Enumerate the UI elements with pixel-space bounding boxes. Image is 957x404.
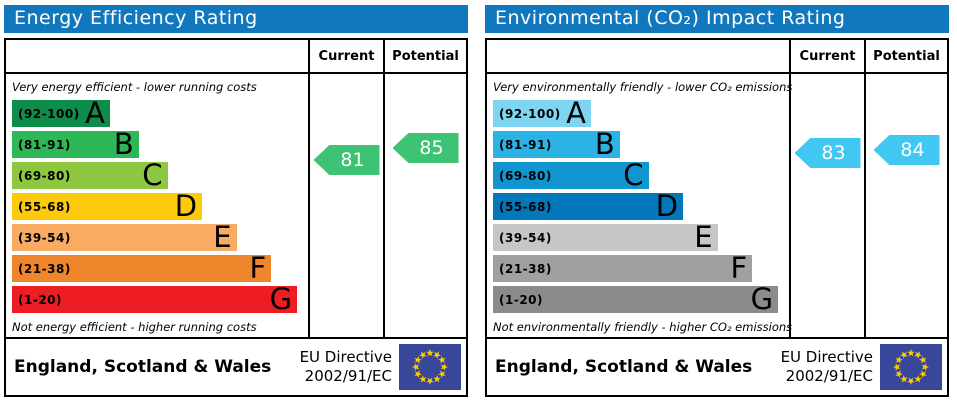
band-e: (39-54) E — [12, 220, 237, 254]
band-g-letter: G — [269, 282, 293, 316]
band-d: (55-68) D — [493, 189, 684, 223]
band-a-letter: A — [85, 96, 105, 130]
band-f-range: (21-38) — [499, 261, 552, 276]
band-f: (21-38) F — [493, 251, 753, 285]
band-d-letter: D — [174, 189, 198, 223]
band-c-range: (69-80) — [18, 168, 71, 183]
energy-efficiency-panel: Energy Efficiency Rating Current Potenti… — [4, 5, 468, 397]
band-f-letter: F — [730, 251, 748, 285]
band-b-range: (81-91) — [18, 137, 71, 152]
energy-chart-area: Very energy efficient - lower running co… — [6, 74, 466, 339]
eu-directive-line1: EU Directive — [780, 348, 873, 367]
eu-directive-line2: 2002/91/EC — [785, 367, 873, 385]
band-c-letter: C — [623, 158, 644, 192]
band-b: (81-91) B — [12, 127, 139, 161]
band-e: (39-54) E — [493, 220, 718, 254]
band-g-letter: G — [750, 282, 774, 316]
co2-table-header: Current Potential — [487, 40, 947, 74]
band-g: (1-20) G — [493, 282, 779, 316]
eu-directive-line2: 2002/91/EC — [304, 367, 392, 385]
band-d: (55-68) D — [12, 189, 203, 223]
potential-column-header: Potential — [864, 40, 947, 72]
potential-rating-arrow: 85 — [392, 133, 459, 163]
band-e-range: (39-54) — [499, 230, 552, 245]
band-g: (1-20) G — [12, 282, 298, 316]
band-b-letter: B — [594, 127, 615, 161]
potential-column-header: Potential — [383, 40, 466, 72]
band-d-range: (55-68) — [499, 199, 552, 214]
current-column-header: Current — [789, 40, 864, 72]
top-caption: Very energy efficient - lower running co… — [12, 80, 257, 94]
band-d-range: (55-68) — [18, 199, 71, 214]
band-b-letter: B — [113, 127, 134, 161]
band-f-range: (21-38) — [18, 261, 71, 276]
co2-bands-area: Very environmentally friendly - lower CO… — [487, 74, 793, 337]
region-label: England, Scotland & Wales — [14, 357, 272, 377]
potential-rating-cell: 85 — [383, 74, 466, 337]
band-f: (21-38) F — [12, 251, 272, 285]
band-a: (92-100) A — [493, 96, 591, 130]
co2-table-footer: England, Scotland & Wales EU Directive 2… — [487, 339, 947, 395]
co2-chart-area: Very environmentally friendly - lower CO… — [487, 74, 947, 339]
band-a-range: (92-100) — [499, 106, 561, 121]
energy-panel-title: Energy Efficiency Rating — [4, 5, 468, 33]
band-a-range: (92-100) — [18, 106, 80, 121]
spacer-cell — [6, 40, 308, 72]
current-rating-value: 83 — [821, 142, 846, 164]
energy-table-footer: England, Scotland & Wales EU Directive 2… — [6, 339, 466, 395]
co2-impact-panel: Environmental (CO₂) Impact Rating Curren… — [485, 5, 949, 397]
band-a-letter: A — [566, 96, 586, 130]
top-caption: Very environmentally friendly - lower CO… — [493, 80, 793, 94]
band-c: (69-80) C — [12, 158, 168, 192]
current-rating-cell: 81 — [308, 74, 383, 337]
band-f-letter: F — [249, 251, 267, 285]
energy-table-header: Current Potential — [6, 40, 466, 74]
band-g-range: (1-20) — [18, 292, 62, 307]
current-rating-cell: 83 — [789, 74, 864, 337]
band-e-letter: E — [213, 220, 232, 254]
band-a: (92-100) A — [12, 96, 110, 130]
band-d-letter: D — [655, 189, 679, 223]
potential-rating-arrow: 84 — [873, 135, 940, 165]
region-label: England, Scotland & Wales — [495, 357, 753, 377]
co2-panel-title: Environmental (CO₂) Impact Rating — [485, 5, 949, 33]
bottom-caption: Not energy efficient - higher running co… — [12, 320, 257, 334]
band-c-letter: C — [142, 158, 163, 192]
current-column-header: Current — [308, 40, 383, 72]
eu-directive-label: EU Directive 2002/91/EC — [781, 348, 873, 386]
band-b: (81-91) B — [493, 127, 620, 161]
energy-bands-area: Very energy efficient - lower running co… — [6, 74, 308, 337]
potential-rating-value: 85 — [419, 137, 444, 159]
co2-rating-table: Current Potential Very environmentally f… — [485, 38, 949, 397]
band-e-range: (39-54) — [18, 230, 71, 245]
eu-directive-label: EU Directive 2002/91/EC — [300, 348, 392, 386]
eu-flag-icon — [880, 344, 942, 390]
band-g-range: (1-20) — [499, 292, 543, 307]
eu-directive-line1: EU Directive — [299, 348, 392, 367]
bottom-caption: Not environmentally friendly - higher CO… — [493, 320, 793, 334]
eu-flag-icon — [399, 344, 461, 390]
band-c-range: (69-80) — [499, 168, 552, 183]
band-c: (69-80) C — [493, 158, 649, 192]
current-rating-arrow: 83 — [794, 138, 861, 168]
spacer-cell — [487, 40, 789, 72]
current-rating-arrow: 81 — [313, 145, 380, 175]
band-e-letter: E — [694, 220, 713, 254]
band-b-range: (81-91) — [499, 137, 552, 152]
current-rating-value: 81 — [340, 149, 365, 171]
potential-rating-value: 84 — [900, 139, 925, 161]
potential-rating-cell: 84 — [864, 74, 947, 337]
energy-rating-table: Current Potential Very energy efficient … — [4, 38, 468, 397]
